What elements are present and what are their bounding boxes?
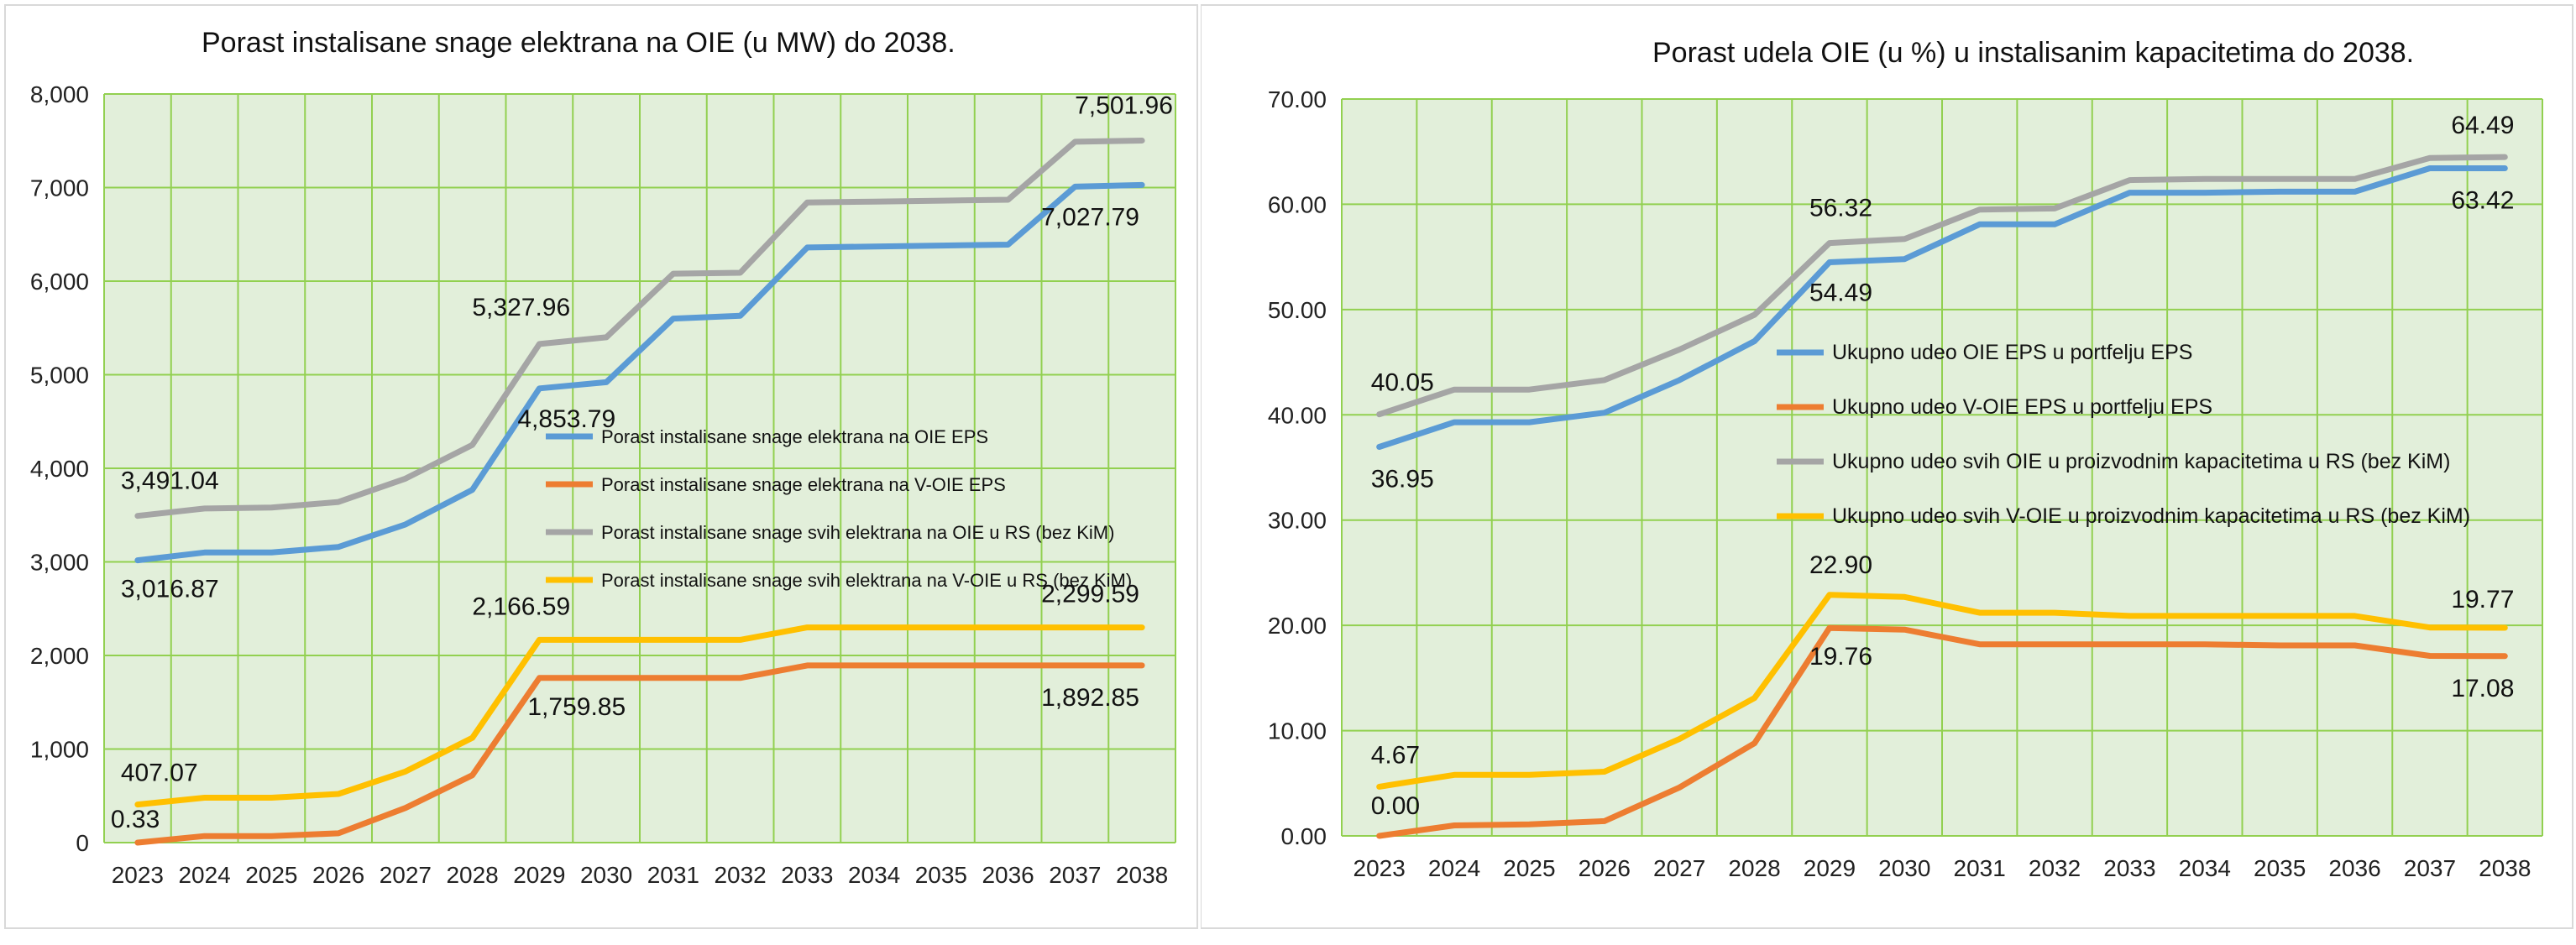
x-tick-label: 2030 [1878, 855, 1930, 881]
x-tick-label: 2029 [1804, 855, 1856, 881]
data-label: 5,327.96 [472, 294, 570, 321]
y-tick-label: 6,000 [30, 269, 89, 295]
y-tick-label: 30.00 [1268, 508, 1327, 534]
data-label: 54.49 [1809, 279, 1872, 307]
y-tick-label: 20.00 [1268, 613, 1327, 639]
data-label: 3,491.04 [121, 467, 219, 495]
x-tick-label: 2035 [915, 862, 967, 888]
data-label: 1,892.85 [1041, 684, 1139, 712]
series-line-3 [134, 138, 1145, 519]
y-tick-label: 0 [76, 830, 89, 856]
series-line-1 [134, 181, 1145, 564]
x-tick-label: 2032 [2029, 855, 2081, 881]
data-label: 2,166.59 [472, 593, 570, 620]
x-tick-label: 2029 [513, 862, 565, 888]
x-tick-label: 2028 [1728, 855, 1780, 881]
data-label: 7,027.79 [1041, 203, 1139, 231]
y-tick-label: 7,000 [30, 175, 89, 201]
chart-frame [1201, 4, 2573, 929]
data-label: 64.49 [2451, 112, 2514, 139]
x-tick-label: 2035 [2254, 855, 2306, 881]
chart-renewable-share-plot: 0.00 10.00 20.00 30.00 40.00 50.00 60.00 70.00 2… [1201, 4, 2573, 929]
data-label: 7,501.96 [1075, 92, 1173, 120]
x-tick-label: 2027 [380, 862, 432, 888]
x-tick-label: 2024 [1428, 855, 1480, 881]
series-line-4 [1376, 592, 2508, 790]
x-tick-label: 2032 [714, 862, 766, 888]
x-tick-label: 2037 [2404, 855, 2456, 881]
x-tick-label: 2026 [312, 862, 364, 888]
x-tick-label: 2036 [982, 862, 1034, 888]
y-tick-label: 60.00 [1268, 191, 1327, 217]
y-tick-label: 0.00 [1281, 823, 1327, 849]
data-label: 0.00 [1371, 792, 1420, 820]
x-tick-label: 2028 [446, 862, 498, 888]
x-tick-label: 2031 [1954, 855, 2006, 881]
x-tick-label: 2038 [2479, 855, 2531, 881]
legend-entry: Ukupno udeo svih OIE u proizvodnim kapac… [1832, 450, 2450, 473]
x-tick-label: 2025 [1503, 855, 1555, 881]
series-line-3 [1376, 154, 2508, 418]
x-tick-label: 2024 [178, 862, 230, 888]
y-tick-label: 40.00 [1268, 402, 1327, 428]
y-tick-label: 3,000 [30, 550, 89, 576]
data-label: 19.77 [2451, 586, 2514, 613]
series-line-1 [1376, 165, 2508, 450]
x-tick-label: 2034 [2179, 855, 2231, 881]
y-tick-label: 10.00 [1268, 718, 1327, 744]
data-label: 56.32 [1809, 195, 1872, 222]
y-tick-label: 50.00 [1268, 297, 1327, 323]
data-label: 36.95 [1371, 466, 1434, 493]
y-tick-label: 8,000 [30, 81, 89, 107]
legend-entry: Porast instalisane snage elektrana na V-… [601, 474, 1006, 495]
x-tick-label: 2026 [1579, 855, 1631, 881]
data-label: 63.42 [2451, 187, 2514, 215]
x-tick-label: 2034 [848, 862, 900, 888]
x-tick-label: 2023 [1353, 855, 1406, 881]
x-tick-label: 2036 [2328, 855, 2380, 881]
x-tick-label: 2038 [1116, 862, 1168, 888]
chart-title: Porast instalisane snage elektrana na OI… [202, 27, 956, 59]
series-line-2 [134, 662, 1145, 846]
data-label: 40.05 [1371, 369, 1434, 397]
chart-frame [4, 4, 1198, 929]
legend-entry: Porast instalisane snage svih elektrana … [601, 522, 1114, 543]
y-tick-label: 4,000 [30, 456, 89, 482]
legend-entry: Porast instalisane snage elektrana na OI… [601, 426, 988, 447]
data-label: 19.76 [1809, 643, 1872, 671]
x-tick-label: 2025 [245, 862, 297, 888]
y-tick-label: 5,000 [30, 363, 89, 389]
series-line-2 [1376, 624, 2508, 839]
data-label: 0.33 [111, 806, 160, 833]
data-label: 3,016.87 [121, 576, 219, 603]
data-label: 1,759.85 [527, 693, 626, 721]
legend-entry: Ukupno udeo V-OIE EPS u portfelju EPS [1832, 395, 2212, 419]
y-tick-label: 2,000 [30, 643, 89, 669]
x-tick-label: 2030 [580, 862, 632, 888]
x-tick-label: 2033 [781, 862, 833, 888]
x-tick-label: 2023 [112, 862, 164, 888]
data-label: 407.07 [121, 760, 198, 787]
chart-title: Porast udela OIE (u %) u instalisanim ka… [1652, 37, 2415, 69]
chart-installed-capacity-plot: 0 1,000 2,000 3,000 4,000 5,000 6,000 7,000 8,00… [4, 4, 1198, 929]
y-tick-label: 70.00 [1268, 86, 1327, 112]
x-tick-label: 2037 [1049, 862, 1101, 888]
chart-renewable-share: Porast udela OIE (u %) u instalisanim ka… [1201, 0, 2576, 945]
x-tick-label: 2027 [1653, 855, 1705, 881]
legend-entry: Ukupno udeo svih V-OIE u proizvodnim kap… [1832, 504, 2470, 528]
data-label: 4.67 [1371, 741, 1420, 769]
data-label: 2,299.59 [1041, 581, 1139, 608]
data-label: 22.90 [1809, 551, 1872, 579]
data-label: 4,853.79 [517, 405, 615, 433]
data-label: 17.08 [2451, 675, 2514, 702]
x-tick-label: 2031 [647, 862, 699, 888]
legend-entry: Ukupno udeo OIE EPS u portfelju EPS [1832, 341, 2192, 364]
legend-entry: Porast instalisane snage svih elektrana … [601, 570, 1132, 591]
y-tick-label: 1,000 [30, 737, 89, 763]
x-tick-label: 2033 [2103, 855, 2155, 881]
chart-installed-capacity: Porast instalisane snage elektrana na OI… [0, 0, 1201, 945]
series-line-4 [134, 624, 1145, 808]
